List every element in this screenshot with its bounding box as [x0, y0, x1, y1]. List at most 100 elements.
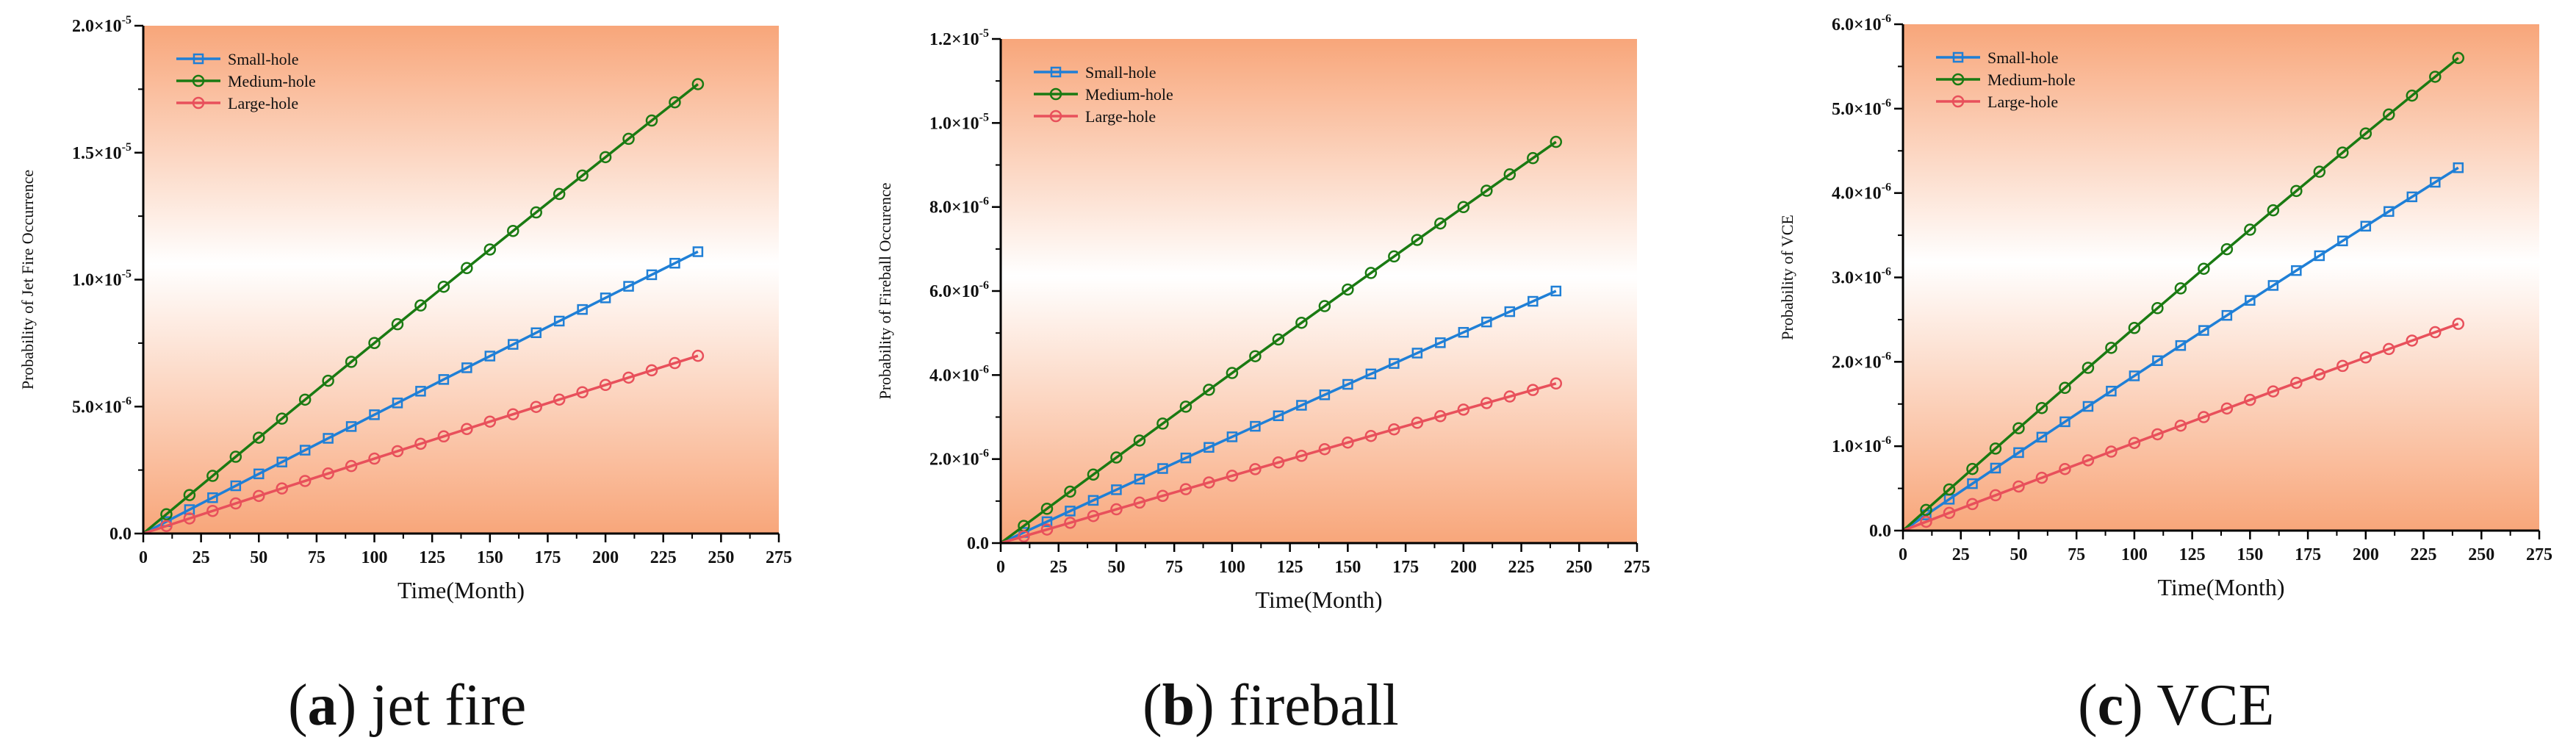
caption-letter: a [307, 673, 337, 738]
data-point [160, 520, 173, 532]
data-point [1388, 250, 1400, 263]
data-point [691, 78, 705, 90]
data-point [1411, 234, 1424, 246]
x-tick-label: 275 [1624, 558, 1650, 577]
legend-label: Large-hole [228, 94, 298, 112]
legend: Small-hole Medium-hole Large-hole [1034, 63, 1173, 126]
data-point [2220, 402, 2234, 415]
data-point [2313, 165, 2326, 178]
data-point [276, 456, 287, 467]
data-point [1249, 350, 1262, 362]
x-tick-label: 175 [534, 548, 561, 567]
series-line-small-hole [1000, 290, 1557, 545]
legend-marker [1049, 87, 1062, 101]
data-point [298, 475, 312, 487]
data-point [2290, 376, 2303, 389]
data-point [2406, 89, 2419, 102]
data-point [599, 378, 612, 392]
data-point [2105, 342, 2118, 354]
data-point [553, 393, 566, 406]
data-point [576, 386, 589, 398]
y-tick-label: 2.0×10-6 [1832, 350, 1891, 372]
data-point [2244, 393, 2256, 406]
data-point [368, 337, 381, 349]
data-point [1226, 431, 1238, 442]
data-point [530, 206, 542, 219]
data-point [2036, 431, 2048, 443]
caption-b: (b) fireball [1143, 673, 1399, 738]
data-point [414, 299, 427, 312]
data-point [1364, 429, 1378, 442]
data-point [2267, 204, 2280, 217]
legend-label: Small-hole [1987, 49, 2059, 67]
data-point [2198, 411, 2210, 423]
y-tick-label: 1.2×10-5 [929, 27, 989, 49]
data-point [1550, 377, 1563, 390]
legend: Small-hole Medium-hole Large-hole [1936, 49, 2076, 111]
data-point [207, 492, 218, 503]
legend-label: Large-hole [1085, 107, 1156, 126]
data-point [1110, 503, 1123, 516]
data-point [2336, 146, 2349, 159]
data-point [160, 508, 173, 521]
data-point [345, 421, 357, 432]
chart-1: 0 25 50 75 100 125 150 175 200 225 250 275 0.0 5.0×10… [18, 14, 792, 603]
x-tick-label: 100 [361, 548, 388, 567]
data-point [2453, 162, 2464, 173]
data-point [2313, 368, 2326, 381]
y-axis-label: Probability of VCE [1778, 215, 1796, 340]
data-point [2035, 471, 2048, 484]
data-point [484, 351, 496, 362]
data-point [1110, 451, 1123, 464]
caption-text: VCE [2156, 673, 2275, 738]
data-point [2429, 326, 2442, 339]
data-point [646, 269, 658, 281]
data-point [1364, 267, 1378, 279]
data-point [1272, 456, 1285, 469]
data-point [669, 257, 680, 269]
x-tick-label: 0 [996, 558, 1005, 577]
data-point [391, 317, 404, 331]
data-point [483, 243, 497, 256]
data-point [1319, 389, 1331, 401]
data-point [1318, 442, 1331, 456]
caption-letter: b [1162, 673, 1195, 738]
x-tick-label: 250 [2468, 545, 2494, 564]
data-point [461, 262, 473, 275]
data-point [1250, 420, 1261, 432]
data-point [1342, 378, 1353, 390]
series-line-medium-hole [1902, 57, 2459, 532]
data-point [1041, 516, 1053, 528]
data-point [1920, 515, 1932, 528]
data-point [1457, 403, 1470, 416]
data-point [1550, 135, 1563, 148]
data-point [2360, 220, 2372, 232]
data-point [1434, 217, 1447, 230]
data-point [299, 445, 311, 456]
data-point [576, 169, 589, 182]
data-point [2267, 385, 2280, 398]
x-tick-label: 125 [419, 548, 445, 567]
x-tick-label: 50 [2010, 545, 2027, 564]
data-point [183, 489, 196, 501]
data-point [622, 371, 635, 384]
y-tick-label: 4.0×10-6 [929, 363, 989, 385]
data-point [1226, 470, 1239, 482]
data-point [1458, 326, 1469, 338]
caption-c: (c) VCE [2078, 673, 2275, 738]
data-point [415, 386, 426, 397]
x-tick-label: 0 [139, 548, 148, 567]
data-point [2174, 282, 2187, 295]
data-point [1087, 509, 1100, 523]
data-point [1273, 410, 1284, 422]
x-axis-label: Time(Month) [397, 577, 525, 603]
data-point [1133, 496, 1146, 509]
data-point [1503, 168, 1517, 181]
x-tick-label: 50 [1107, 558, 1125, 577]
data-point [322, 467, 334, 480]
data-point [1111, 484, 1122, 495]
data-point [276, 412, 288, 425]
data-point [692, 246, 704, 257]
data-point [2059, 462, 2071, 475]
data-point [392, 398, 403, 409]
